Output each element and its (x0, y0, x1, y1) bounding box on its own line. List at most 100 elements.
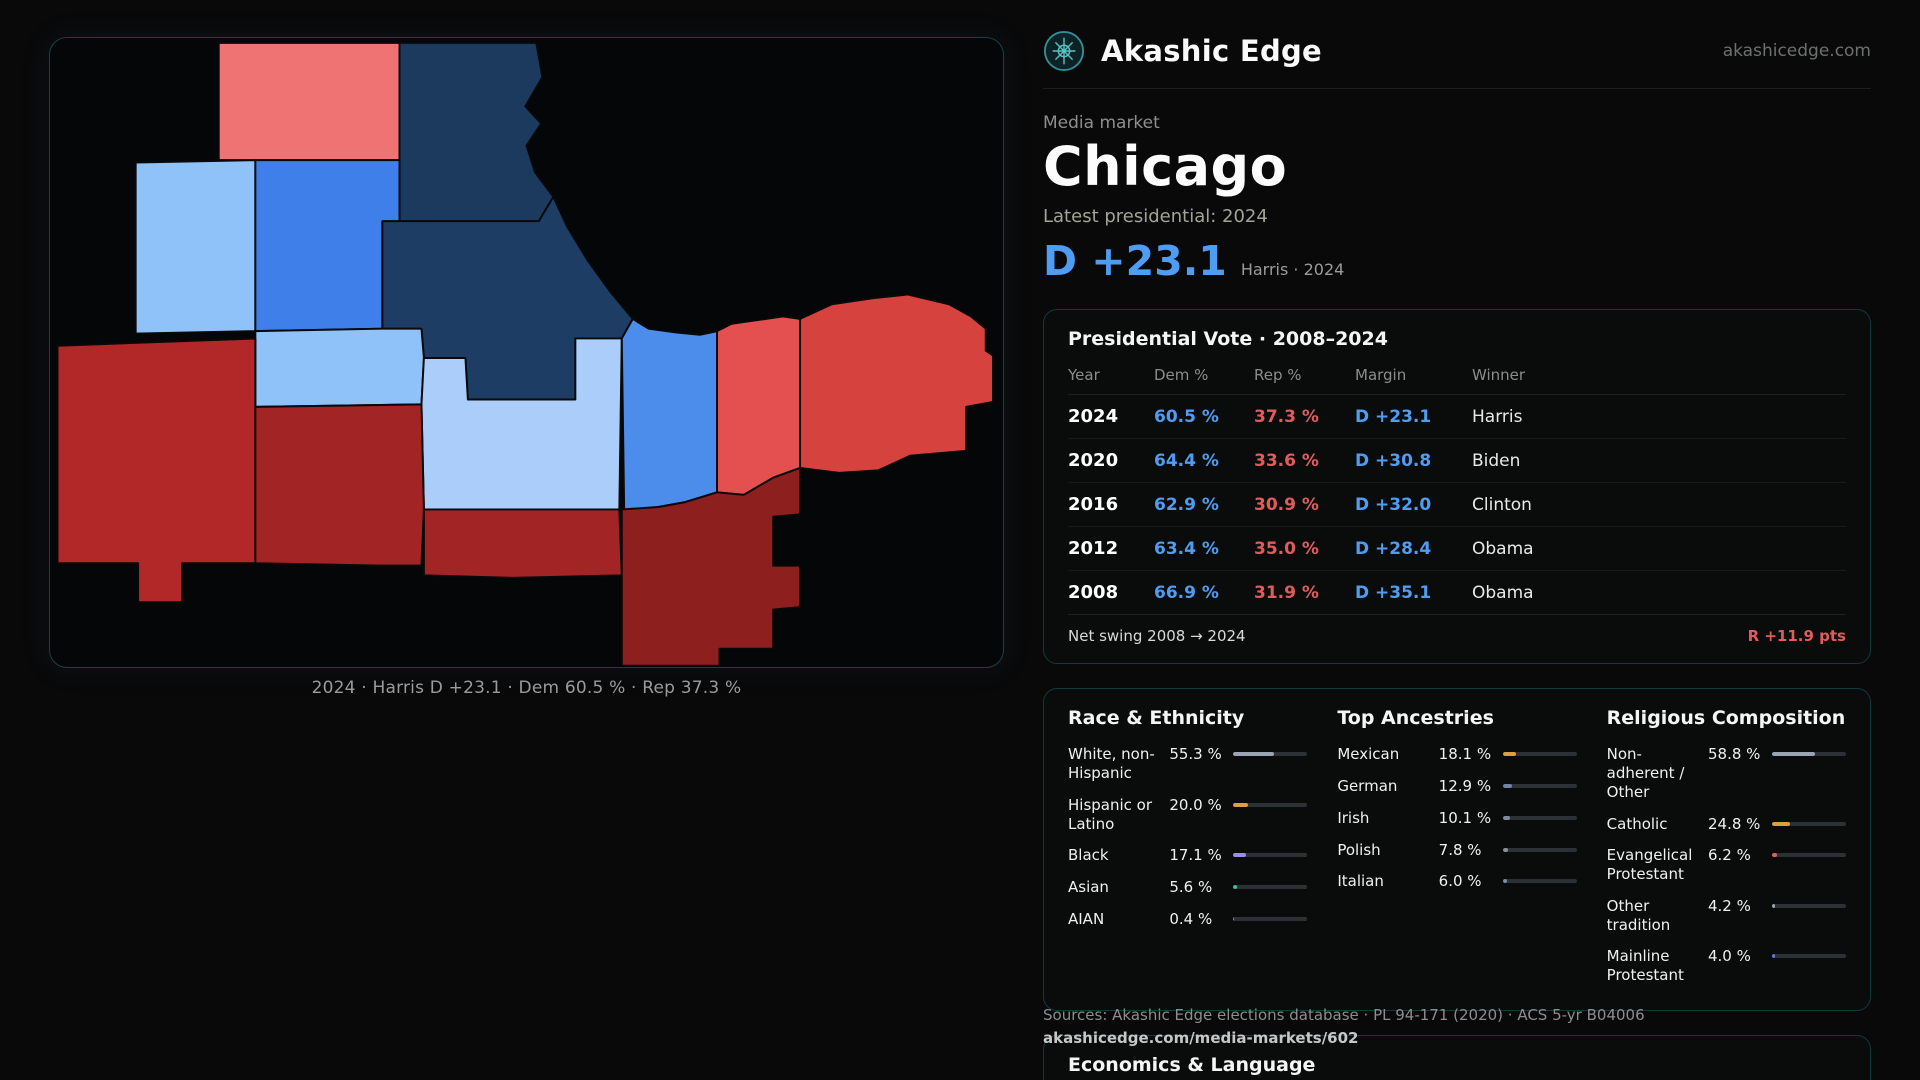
county-shape (799, 293, 995, 474)
stat-value: 12.9 % (1438, 777, 1492, 796)
stat-row: Asian 5.6 % (1068, 878, 1308, 897)
vote-row: 2016 62.9 % 30.9 % D +32.0 Clinton (1068, 482, 1846, 528)
county-shape (398, 41, 555, 223)
brand-domain-link[interactable]: akashicedge.com (1722, 41, 1871, 61)
winner-cell: Obama (1472, 526, 1846, 572)
ancestries-column: Top Ancestries Mexican 18.1 % German 12.9 %… (1337, 707, 1577, 998)
net-swing-label: Net swing 2008 → 2024 (1068, 627, 1246, 646)
margin-cell: D +32.0 (1355, 482, 1472, 528)
stat-value: 5.6 % (1169, 878, 1213, 897)
stat-value: 58.8 % (1707, 745, 1761, 764)
rep-cell: 37.3 % (1254, 394, 1355, 440)
stat-row: German 12.9 % (1337, 777, 1577, 796)
stat-row: Polish 7.8 % (1337, 840, 1577, 860)
demographics-panel: Race & Ethnicity White, non-Hispanic 55.3… (1043, 688, 1871, 1011)
stat-row: Non-adherent / Other 58.8 % (1607, 745, 1846, 801)
margin-cell: D +23.1 (1355, 394, 1472, 440)
stat-row: Other tradition 4.2 % (1607, 897, 1846, 935)
stat-label: Asian (1068, 878, 1109, 897)
stat-bar (1771, 821, 1846, 826)
county-shape (620, 317, 719, 513)
subtitle: Latest presidential: 2024 (1043, 206, 1268, 228)
stat-bar (1233, 853, 1308, 858)
stat-bar (1502, 752, 1577, 757)
stat-label: German (1337, 777, 1398, 796)
winner-cell: Clinton (1472, 482, 1846, 528)
county-shape (254, 159, 401, 333)
stat-bar (1502, 879, 1577, 884)
county-shape (422, 508, 623, 579)
vote-table: Year Dem % Rep % Margin Winner 2024 60.5 … (1068, 358, 1846, 614)
stat-label: Other tradition (1606, 896, 1671, 934)
county-shape (620, 466, 802, 667)
stat-row: Hispanic or Latino 20.0 % (1068, 795, 1308, 834)
dem-cell: 64.4 % (1154, 438, 1254, 484)
county-shape (134, 159, 257, 335)
stat-value: 20.0 % (1169, 795, 1222, 814)
col-margin: Margin (1355, 358, 1472, 396)
margin-cell: D +35.1 (1355, 582, 1432, 603)
col-dem: Dem % (1154, 358, 1254, 396)
ancestries-title: Top Ancestries (1337, 707, 1494, 730)
dem-cell: 62.9 % (1154, 482, 1254, 528)
stat-value: 4.2 % (1707, 896, 1751, 915)
margin-cell: D +30.8 (1355, 438, 1472, 484)
page-footer: Sources: Akashic Edge elections database… (1043, 1004, 1871, 1051)
stat-row: Irish 10.1 % (1337, 808, 1577, 828)
stat-bar (1233, 802, 1308, 807)
county-shape (254, 403, 425, 567)
rep-cell: 30.9 % (1254, 482, 1355, 528)
stat-row: Mexican 18.1 % (1337, 745, 1577, 764)
rep-cell: 35.0 % (1254, 526, 1355, 572)
stat-value: 24.8 % (1707, 814, 1761, 833)
county-shape (254, 327, 425, 408)
stat-value: 55.3 % (1169, 745, 1222, 764)
vote-row: 2008 66.9 % 31.9 % D +35.1 Obama (1068, 571, 1846, 615)
county-shape (56, 337, 257, 604)
stat-row: Mainline Protestant 4.0 % (1607, 947, 1846, 985)
stat-row: AIAN 0.4 % (1068, 910, 1308, 929)
stat-label: Polish (1337, 840, 1381, 859)
stat-value: 7.8 % (1438, 840, 1482, 859)
race-title: Race & Ethnicity (1068, 707, 1245, 730)
stat-label: Black (1068, 846, 1109, 865)
stat-value: 6.0 % (1438, 872, 1482, 891)
stat-label: Mainline Protestant (1606, 947, 1684, 985)
year-cell: 2024 (1068, 394, 1154, 440)
col-year: Year (1068, 358, 1154, 396)
economics-panel: Economics & Language Median HH income$67… (1043, 1034, 1871, 1080)
vote-row: 2012 63.4 % 35.0 % D +28.4 Obama (1068, 526, 1846, 572)
stat-value: 10.1 % (1438, 808, 1492, 827)
stat-bar (1771, 853, 1846, 858)
map-caption: 2024 · Harris D +23.1 · Dem 60.5 % · Rep… (311, 678, 742, 698)
winner-cell: Biden (1472, 438, 1846, 484)
brand-logo-icon (1043, 30, 1085, 72)
net-swing-row: Net swing 2008 → 2024 R +11.9 pts (1068, 614, 1846, 651)
year-cell: 2012 (1068, 526, 1154, 572)
col-winner: Winner (1472, 358, 1846, 396)
map-panel (49, 37, 1004, 668)
stat-bar (1502, 815, 1577, 820)
stat-label: Evangelical Protestant (1606, 846, 1693, 884)
vote-row: 2020 64.4 % 33.6 % D +30.8 Biden (1068, 438, 1846, 484)
year-cell: 2020 (1068, 438, 1154, 484)
stat-value: 18.1 % (1438, 745, 1492, 764)
margin-cell: D +28.4 (1355, 526, 1472, 572)
stat-label: Italian (1337, 872, 1384, 891)
brand-name: Akashic Edge (1101, 34, 1323, 68)
choropleth-map (56, 41, 995, 667)
stat-bar (1233, 752, 1308, 757)
headline-margin: D +23.1 (1043, 237, 1227, 286)
stat-bar (1233, 916, 1308, 921)
net-swing-value: R +11.9 pts (1747, 627, 1846, 646)
stat-value: 4.0 % (1707, 947, 1751, 966)
year-cell: 2008 (1068, 582, 1119, 604)
dem-cell: 66.9 % (1154, 582, 1219, 603)
footer-link[interactable]: akashicedge.com/media-markets/602 (1043, 1029, 1359, 1048)
year-cell: 2016 (1068, 482, 1154, 528)
stat-value: 6.2 % (1707, 846, 1751, 865)
vote-table-header: Year Dem % Rep % Margin Winner (1068, 358, 1846, 396)
stat-label: White, non-Hispanic (1068, 745, 1155, 783)
sources-text: Sources: Akashic Edge elections database… (1043, 1006, 1645, 1024)
headline: D +23.1 Harris · 2024 (1043, 237, 1871, 285)
